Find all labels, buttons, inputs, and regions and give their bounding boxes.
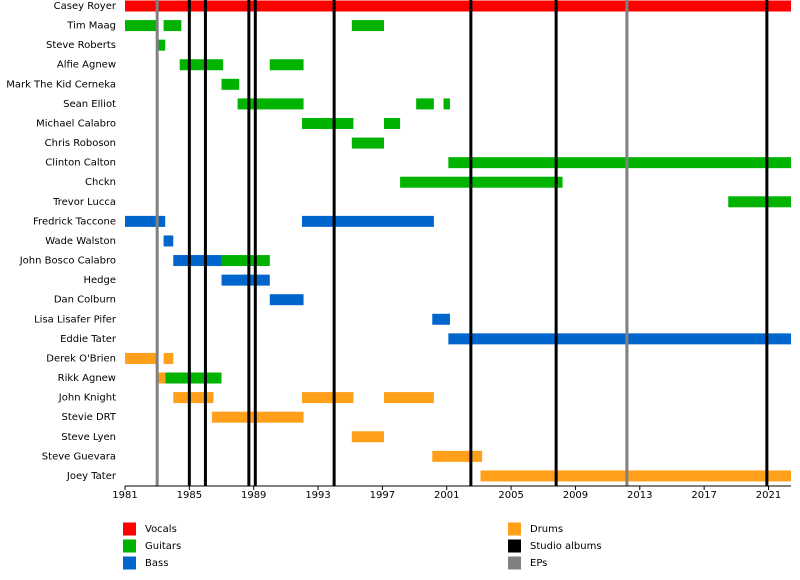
x-tick-label: 1997 xyxy=(370,490,395,501)
member-label: Wade Walston xyxy=(45,236,116,247)
member-label: Chris Roboson xyxy=(45,138,116,149)
role-bar xyxy=(728,196,791,208)
member-label: Derek O'Brien xyxy=(46,353,116,364)
role-bar xyxy=(221,255,270,267)
member-label: John Bosco Calabro xyxy=(19,256,116,267)
member-label: Steve Guevara xyxy=(42,451,116,462)
role-bar xyxy=(351,137,384,149)
member-label: Stevie DRT xyxy=(62,412,117,423)
role-bar xyxy=(221,78,240,90)
role-bar xyxy=(448,157,791,169)
role-bar xyxy=(301,117,354,129)
member-label: Casey Royer xyxy=(54,1,117,12)
member-label: Dan Colburn xyxy=(54,295,116,306)
role-bar xyxy=(163,235,174,247)
role-bar xyxy=(179,59,224,71)
role-bar xyxy=(237,98,304,110)
role-bar xyxy=(125,0,791,12)
x-tick-label: 2013 xyxy=(627,490,652,501)
role-bar xyxy=(448,333,791,345)
role-bar xyxy=(125,352,158,364)
x-tick-label: 1993 xyxy=(305,490,330,501)
member-label: Eddie Tater xyxy=(60,334,117,345)
member-label: Mark The Kid Cerneka xyxy=(6,79,116,90)
member-label: Hedge xyxy=(83,275,116,286)
role-bar xyxy=(125,20,158,32)
x-tick-label: 2017 xyxy=(691,490,716,501)
role-bar xyxy=(384,117,401,129)
x-tick-label: 1985 xyxy=(177,490,202,501)
member-label: Joey Tater xyxy=(66,471,117,482)
member-label: Trevor Lucca xyxy=(52,197,116,208)
role-bar xyxy=(351,20,384,32)
role-bar xyxy=(432,450,483,462)
role-bar xyxy=(301,215,434,227)
role-bar xyxy=(163,20,182,32)
legend-swatch xyxy=(123,539,136,553)
role-bar xyxy=(443,98,450,110)
role-bar xyxy=(351,431,384,443)
legend-swatch xyxy=(508,522,521,536)
member-label: Lisa Lisafer Pifer xyxy=(34,314,117,325)
legend-swatch xyxy=(508,556,521,570)
x-tick-label: 2005 xyxy=(498,490,523,501)
member-label: Alfie Agnew xyxy=(57,60,116,71)
role-bar xyxy=(480,470,791,482)
x-tick-label: 1981 xyxy=(112,490,137,501)
member-label: Sean Elliot xyxy=(63,99,116,110)
legend-swatch xyxy=(123,522,136,536)
role-bar xyxy=(211,411,304,423)
role-bar xyxy=(301,392,354,404)
role-bar xyxy=(432,313,450,325)
member-label: Michael Calabro xyxy=(36,118,116,129)
role-bar xyxy=(416,98,434,110)
member-label: John Knight xyxy=(58,393,116,404)
member-label: Chckn xyxy=(85,177,116,188)
legend-label: Studio albums xyxy=(530,541,602,552)
role-bar xyxy=(269,59,304,71)
member-label: Steve Roberts xyxy=(46,40,116,51)
role-bar xyxy=(173,255,222,267)
member-label: Steve Lyen xyxy=(61,432,116,443)
role-bar xyxy=(157,39,166,51)
legend-swatch xyxy=(123,556,136,570)
role-bar xyxy=(163,352,174,364)
legend-swatch xyxy=(508,539,521,553)
member-label: Fredrick Taccone xyxy=(33,216,116,227)
role-bar xyxy=(221,274,270,286)
legend-label: EPs xyxy=(530,558,547,569)
legend-label: Drums xyxy=(530,524,563,535)
role-bar xyxy=(384,392,434,404)
x-tick-label: 2001 xyxy=(434,490,459,501)
legend-label: Vocals xyxy=(145,524,177,535)
member-label: Rikk Agnew xyxy=(58,373,116,384)
role-bar xyxy=(157,372,166,384)
member-label: Tim Maag xyxy=(66,21,116,32)
legend-label: Guitars xyxy=(145,541,181,552)
x-tick-label: 2021 xyxy=(756,490,781,501)
role-bar xyxy=(269,294,304,306)
legend-label: Bass xyxy=(145,558,168,569)
x-tick-label: 2009 xyxy=(563,490,588,501)
x-tick-label: 1989 xyxy=(241,490,266,501)
role-bar xyxy=(125,215,166,227)
member-label: Clinton Calton xyxy=(45,158,116,169)
role-bar xyxy=(165,372,222,384)
role-bar xyxy=(173,392,214,404)
role-bar xyxy=(400,176,563,188)
